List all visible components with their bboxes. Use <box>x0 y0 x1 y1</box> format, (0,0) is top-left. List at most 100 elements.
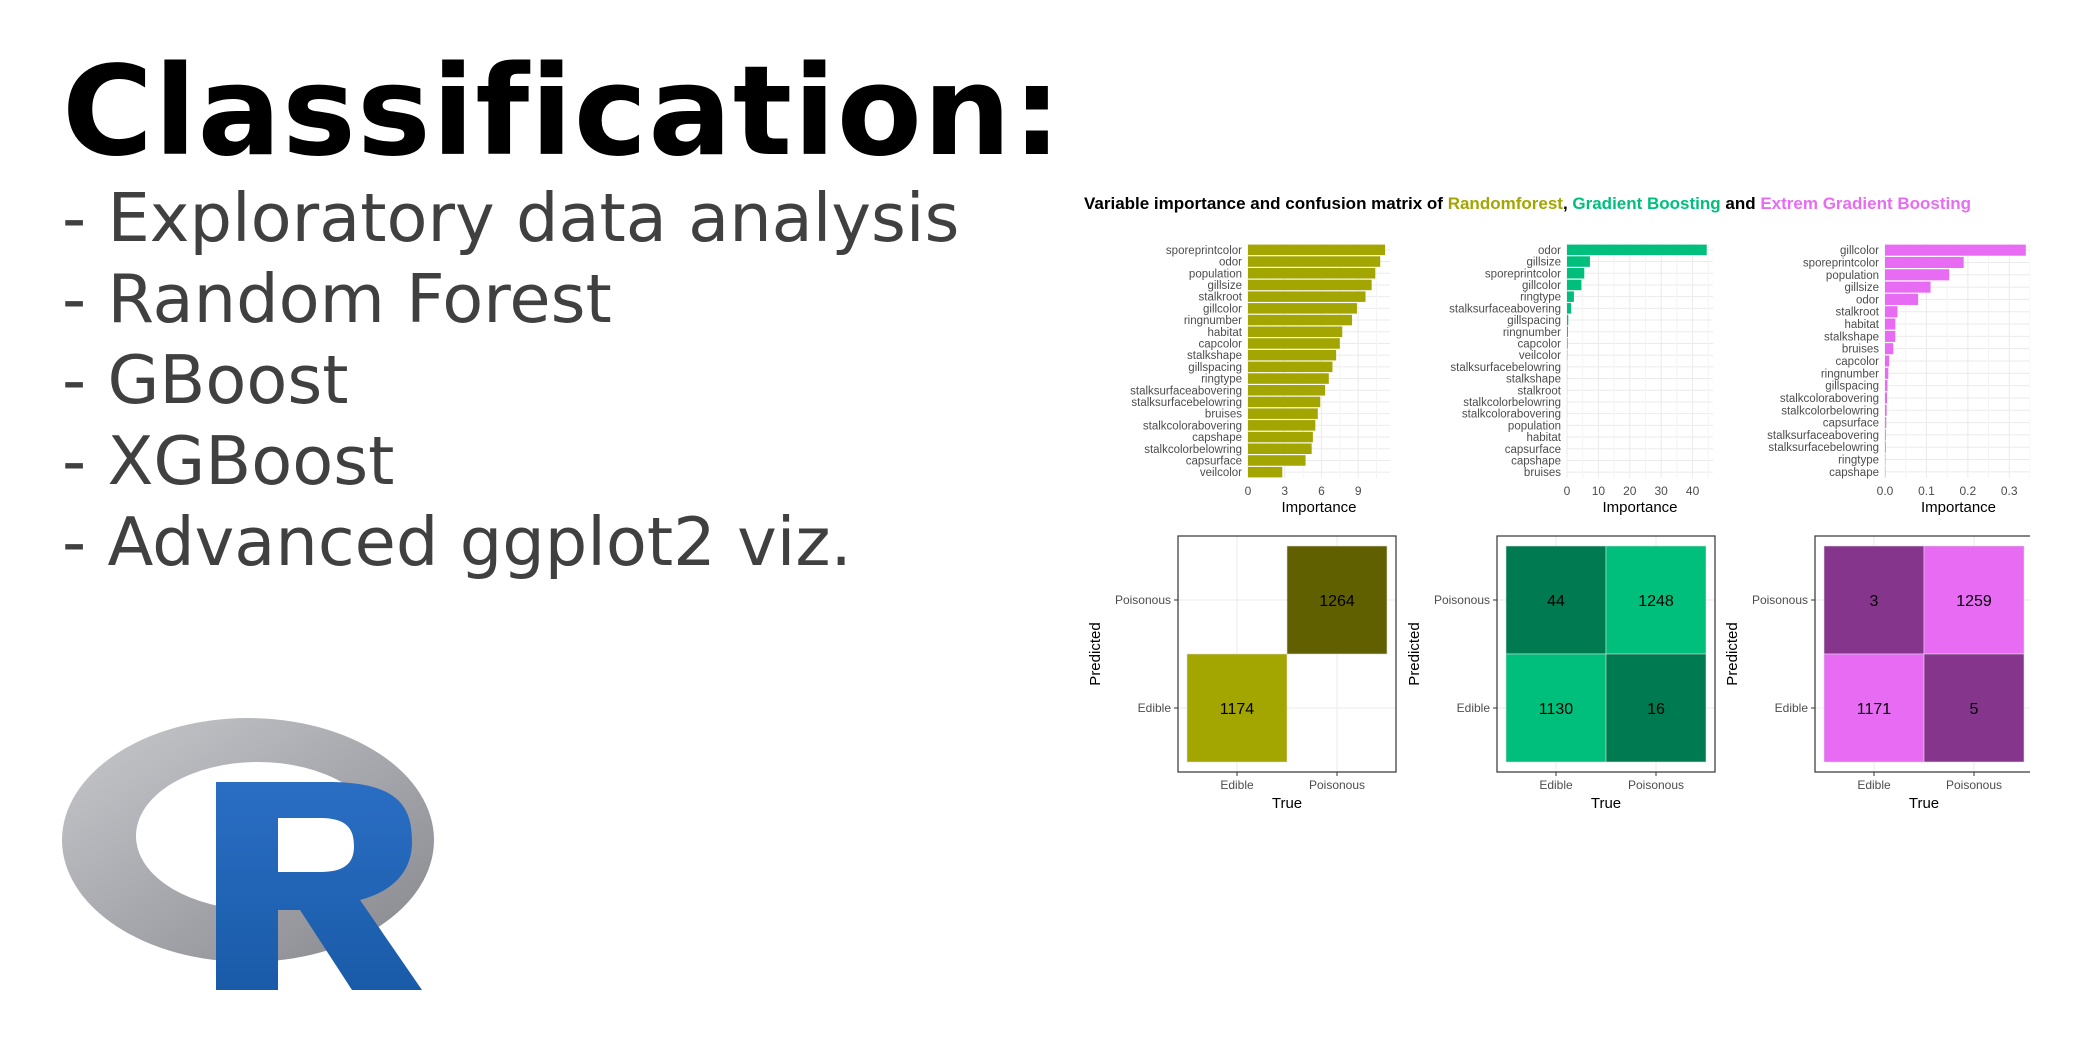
figure-title-part: Extrem Gradient Boosting <box>1760 194 1971 213</box>
category-label: gillsize <box>1844 282 1879 294</box>
bar <box>1567 291 1574 302</box>
topic-item: - Random Forest <box>62 260 612 338</box>
bar <box>1248 373 1329 384</box>
axis-label: True <box>1272 795 1302 812</box>
category-label: capshape <box>1192 432 1242 444</box>
category-label: habitat <box>1526 432 1561 444</box>
category-label: population <box>1826 270 1879 282</box>
category-label: capshape <box>1511 455 1561 467</box>
matrix-cell <box>1186 653 1288 763</box>
r-logo <box>62 718 434 990</box>
tick-label: 30 <box>1655 484 1669 498</box>
bar <box>1885 404 1887 416</box>
figure-title-part: Randomforest <box>1448 194 1564 213</box>
axis-label: True <box>1909 795 1939 812</box>
category-label: sporeprintcolor <box>1485 268 1561 280</box>
topic-item: - GBoost <box>62 341 349 419</box>
tick-label: Edible <box>1138 701 1172 715</box>
matrix-cell <box>1923 653 2025 763</box>
bar <box>1248 420 1316 431</box>
tick-label: 3 <box>1281 484 1288 498</box>
tick-label: Edible <box>1775 701 1809 715</box>
tick-label: 0.0 <box>1877 484 1894 498</box>
bar <box>1567 338 1568 349</box>
category-label: gillspacing <box>1825 381 1879 393</box>
category-label: stalkcolorbelowring <box>1781 405 1879 417</box>
category-label: bruises <box>1842 344 1879 356</box>
category-label: sporeprintcolor <box>1166 245 1242 257</box>
tick-label: Poisonous <box>1628 778 1684 792</box>
cell-value: 44 <box>1547 593 1565 610</box>
bar <box>1885 244 2026 256</box>
category-label: population <box>1508 420 1561 432</box>
category-label: stalkshape <box>1187 350 1242 362</box>
category-label: ringtype <box>1201 374 1242 386</box>
bar <box>1885 380 1888 392</box>
category-label: stalkcolorbelowring <box>1144 444 1242 456</box>
axis-label: True <box>1591 795 1621 812</box>
matrix-cell <box>1923 545 2025 655</box>
category-label: gillspacing <box>1507 315 1561 327</box>
bar <box>1248 431 1313 443</box>
r-logo-letter <box>216 782 422 990</box>
bar <box>1885 441 1886 453</box>
category-label: capsurface <box>1186 455 1242 467</box>
category-label: gillcolor <box>1840 245 1879 257</box>
category-label: capshape <box>1829 467 1879 479</box>
category-label: capcolor <box>1199 338 1243 350</box>
matrix-cell <box>1505 653 1607 763</box>
category-label: stalkcolorabovering <box>1462 409 1561 421</box>
cell-value: 1174 <box>1220 701 1255 718</box>
bar <box>1248 267 1376 279</box>
bar <box>1885 367 1889 379</box>
category-label: gillsize <box>1207 280 1242 292</box>
bar <box>1248 326 1343 338</box>
category-label: stalksurfaceabovering <box>1130 385 1242 397</box>
cell-value: 1248 <box>1638 593 1674 610</box>
cell-value: 5 <box>1970 701 1979 718</box>
category-label: stalkshape <box>1824 331 1879 343</box>
category-label: ringnumber <box>1821 368 1879 380</box>
category-label: capcolor <box>1836 356 1880 368</box>
axis-label: Predicted <box>1724 622 1741 685</box>
bar <box>1885 429 1886 441</box>
axis-label: Importance <box>1921 499 1996 516</box>
tick-label: 9 <box>1355 484 1362 498</box>
bar <box>1248 384 1326 396</box>
cell-value: 1171 <box>1857 701 1892 718</box>
category-label: stalksurfacebelowring <box>1131 397 1242 409</box>
category-label: stalksurfaceabovering <box>1449 303 1561 315</box>
bar <box>1248 256 1381 267</box>
bar <box>1248 291 1366 302</box>
cell-value: 16 <box>1647 701 1665 718</box>
category-label: ringnumber <box>1184 315 1242 327</box>
category-label: capsurface <box>1823 418 1879 430</box>
tick-label: 0 <box>1564 484 1571 498</box>
bar <box>1885 417 1887 429</box>
bar <box>1885 343 1894 355</box>
bar <box>1248 349 1337 361</box>
topic-list: - Exploratory data analysis - Random For… <box>62 178 959 583</box>
bar <box>1248 338 1340 349</box>
bar <box>1248 303 1357 314</box>
category-label: odor <box>1538 245 1561 257</box>
figure-title-part: Variable importance and confusion matrix… <box>1084 194 1448 213</box>
bar <box>1248 408 1318 419</box>
matrix-cell <box>1505 545 1607 655</box>
panel-border <box>1814 535 2030 773</box>
tick-label: 10 <box>1592 484 1606 498</box>
tick-label: Edible <box>1457 701 1491 715</box>
bar <box>1885 306 1898 318</box>
bar <box>1248 455 1306 466</box>
bar <box>1885 355 1890 367</box>
bar <box>1567 267 1585 279</box>
category-label: ringtype <box>1838 455 1879 467</box>
bar <box>1885 281 1931 293</box>
category-label: gillcolor <box>1522 280 1561 292</box>
cell-value: 1259 <box>1956 593 1992 610</box>
bar <box>1248 314 1353 326</box>
category-label: odor <box>1856 294 1879 306</box>
tick-label: 0 <box>1245 484 1252 498</box>
matrix-cell <box>1605 545 1707 655</box>
panel-border <box>1496 535 1716 773</box>
